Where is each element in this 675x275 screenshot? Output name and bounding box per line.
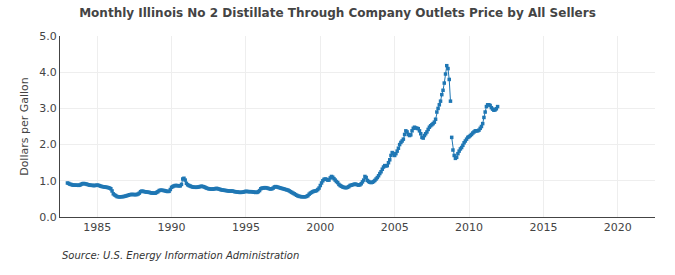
svg-text:1985: 1985 <box>83 221 111 234</box>
svg-text:2015: 2015 <box>529 221 557 234</box>
svg-text:Monthly Illinois No 2 Distilla: Monthly Illinois No 2 Distillate Through… <box>79 6 596 20</box>
svg-text:2005: 2005 <box>381 221 409 234</box>
svg-text:5.0: 5.0 <box>39 30 57 43</box>
svg-text:2.0: 2.0 <box>39 138 57 151</box>
svg-text:3.0: 3.0 <box>39 102 57 115</box>
svg-text:1995: 1995 <box>232 221 260 234</box>
svg-text:1990: 1990 <box>158 221 186 234</box>
svg-text:4.0: 4.0 <box>39 66 57 79</box>
svg-text:0.0: 0.0 <box>39 211 57 224</box>
svg-text:2020: 2020 <box>604 221 632 234</box>
svg-text:Source: U.S. Energy Informatio: Source: U.S. Energy Information Administ… <box>62 250 299 261</box>
svg-text:1.0: 1.0 <box>39 175 57 188</box>
svg-text:2010: 2010 <box>455 221 483 234</box>
svg-text:Dollars per Gallon: Dollars per Gallon <box>18 77 31 176</box>
svg-text:2000: 2000 <box>306 221 334 234</box>
